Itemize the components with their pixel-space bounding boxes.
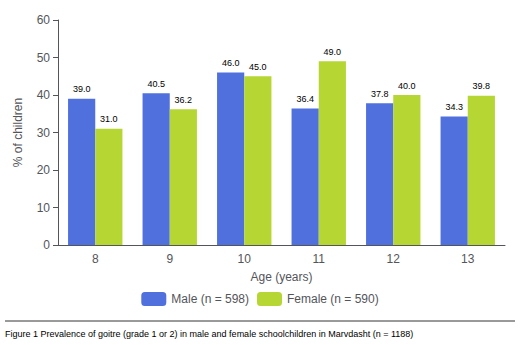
svg-text:36.4: 36.4 (296, 94, 314, 104)
svg-text:60: 60 (37, 13, 51, 27)
svg-text:39.8: 39.8 (473, 81, 491, 91)
svg-text:0: 0 (43, 238, 50, 252)
svg-text:50: 50 (37, 51, 51, 65)
svg-text:20: 20 (37, 163, 51, 177)
svg-text:37.8: 37.8 (371, 89, 389, 99)
svg-text:12: 12 (387, 252, 401, 266)
svg-text:45.0: 45.0 (249, 62, 267, 72)
svg-text:40: 40 (37, 88, 51, 102)
svg-text:46.0: 46.0 (222, 58, 240, 68)
svg-text:34.3: 34.3 (445, 102, 463, 112)
svg-text:10: 10 (37, 201, 51, 215)
svg-text:10: 10 (238, 252, 252, 266)
svg-text:13: 13 (461, 252, 475, 266)
svg-text:39.0: 39.0 (73, 84, 91, 94)
svg-text:Male (n = 598): Male (n = 598) (171, 292, 249, 306)
svg-text:Female (n = 590): Female (n = 590) (287, 292, 379, 306)
svg-text:49.0: 49.0 (324, 47, 342, 57)
svg-text:% of children: % of children (11, 98, 25, 167)
svg-text:31.0: 31.0 (100, 114, 118, 124)
svg-text:9: 9 (166, 252, 173, 266)
svg-text:8: 8 (92, 252, 99, 266)
svg-text:Figure 1 Prevalence of goitre: Figure 1 Prevalence of goitre (grade 1 o… (5, 329, 413, 339)
svg-text:36.2: 36.2 (175, 95, 193, 105)
svg-text:Age (years): Age (years) (250, 270, 312, 284)
svg-text:40.5: 40.5 (147, 79, 165, 89)
svg-text:30: 30 (37, 126, 51, 140)
svg-text:11: 11 (313, 252, 326, 266)
svg-text:40.0: 40.0 (398, 81, 416, 91)
